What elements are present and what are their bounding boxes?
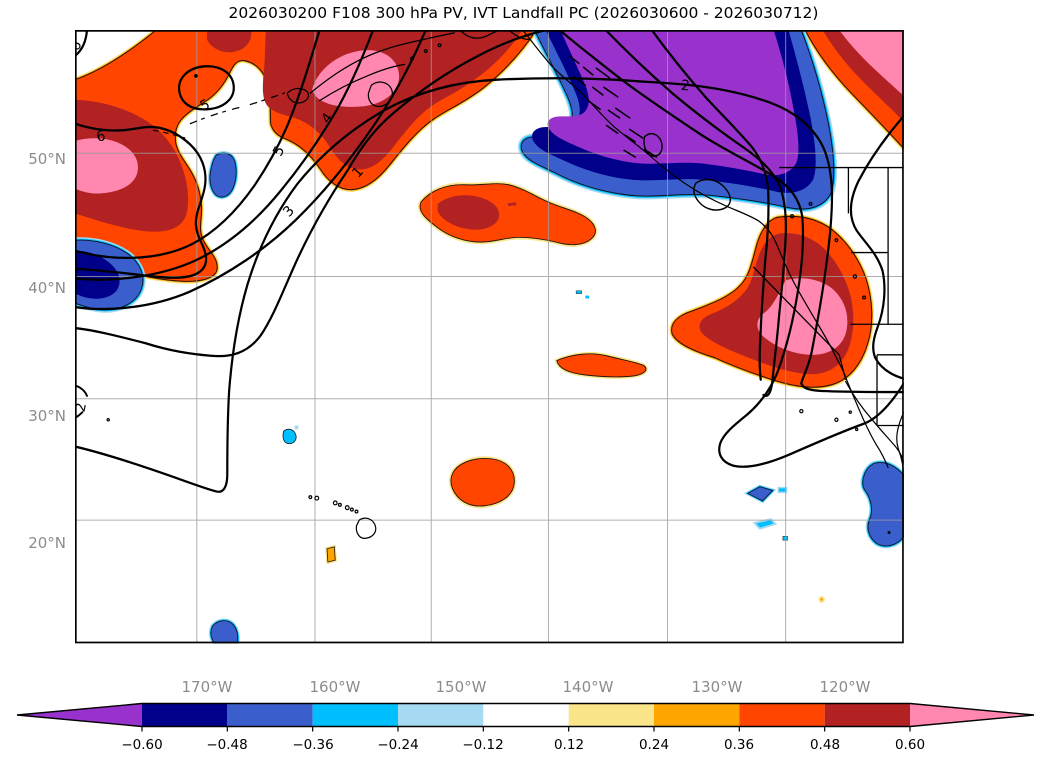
region-bottom-edge-negative — [208, 618, 240, 644]
contour-coastal-arc — [849, 114, 904, 380]
colorbar-ticks — [141, 726, 911, 732]
colorbar-tick-label: −0.36 — [292, 737, 334, 753]
contour-label: 6 — [75, 37, 85, 54]
colorbar-tick-label: −0.60 — [121, 737, 163, 753]
region-tiny-specks — [575, 290, 825, 603]
lon-tick-160w: 160°W — [309, 678, 361, 696]
colorbar-tick-label: 0.12 — [553, 737, 585, 753]
region-tiny-negative-27n — [282, 425, 299, 445]
lon-tick-120w: 120°W — [819, 678, 871, 696]
contour-5 — [75, 30, 321, 260]
state-borders — [752, 166, 904, 427]
contour-5-closed — [178, 65, 235, 111]
lat-tick-40n: 40°N — [28, 279, 66, 297]
contour-ridge-c — [650, 30, 770, 381]
colorbar-tick-label: 0.36 — [723, 737, 755, 753]
map-canvas: 6 6 5 5 4 3 1 2 2 — [75, 30, 904, 644]
contour-6 — [75, 122, 208, 279]
lat-tick-30n: 30°N — [28, 407, 66, 425]
coastlines — [106, 30, 904, 539]
contour-3 — [75, 30, 427, 311]
lon-tick-140w: 140°W — [562, 678, 614, 696]
plot-border — [75, 30, 904, 644]
region-hawaii-positive-spot — [325, 544, 337, 565]
region-south-central-positive — [448, 456, 517, 509]
lat-tick-20n: 20°N — [28, 534, 66, 552]
lon-tick-130w: 130°W — [691, 678, 743, 696]
pv-contour-lines — [75, 30, 904, 493]
colorbar-segments — [16, 702, 1035, 728]
chart-title: 2026030200 F108 300 hPa PV, IVT Landfall… — [228, 4, 819, 22]
contour-label: 2 — [75, 401, 90, 413]
region-northeast-corner-positive — [802, 30, 904, 152]
colorbar-tick-label: −0.48 — [206, 737, 248, 753]
contour-1 — [75, 30, 547, 358]
contour-ridge-b — [604, 30, 787, 397]
contour-label: 2 — [680, 78, 690, 95]
colorbar-tick-label: 0.48 — [809, 737, 841, 753]
contour-label: 6 — [95, 128, 107, 146]
gridlines — [75, 30, 904, 644]
contour-ridge-a — [558, 30, 904, 468]
lon-tick-150w: 150°W — [435, 678, 487, 696]
colorbar-under-arrow — [17, 703, 142, 727]
colorbar-tick-label: 0.24 — [638, 737, 670, 753]
colorbar-tick-label: 0.60 — [894, 737, 926, 753]
shaded-anomaly-regions — [75, 30, 904, 644]
region-positive-sliver — [554, 351, 648, 379]
region-small-negative-48n — [207, 151, 239, 200]
colorbar-over-arrow — [910, 703, 1034, 727]
region-central-positive — [417, 181, 598, 247]
colorbar-tick-label: −0.24 — [377, 737, 419, 753]
contour-2 — [75, 77, 904, 493]
contour-4 — [75, 30, 375, 281]
lon-tick-170w: 170°W — [181, 678, 233, 696]
lat-tick-50n: 50°N — [28, 150, 66, 168]
colorbar-tick-label: −0.12 — [462, 737, 504, 753]
contour-6-corner — [75, 30, 89, 57]
